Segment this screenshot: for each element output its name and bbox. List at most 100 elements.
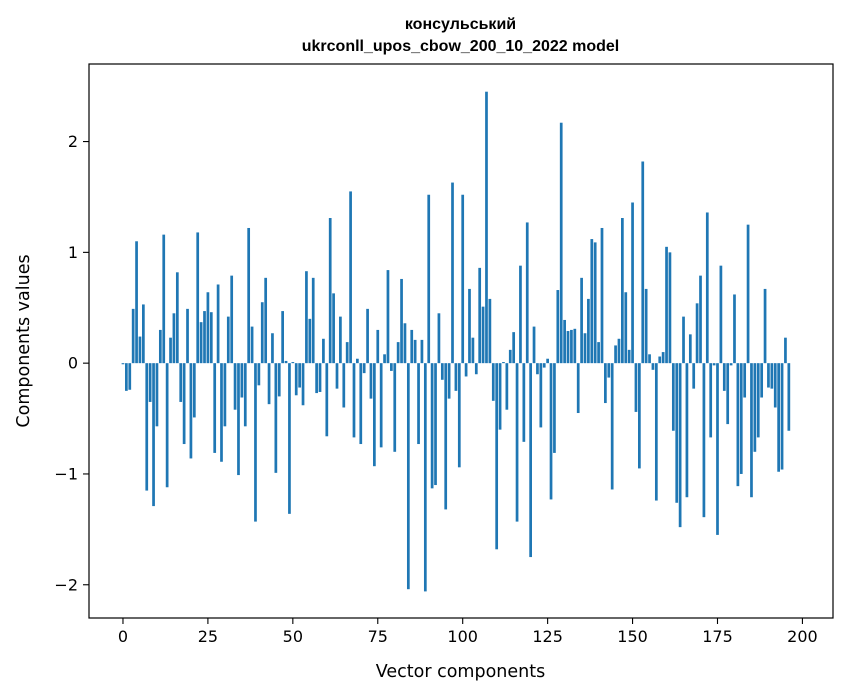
bar	[148, 363, 152, 402]
bar	[233, 363, 237, 410]
bar	[753, 363, 757, 452]
bar	[186, 308, 189, 364]
bar	[322, 338, 325, 364]
bar	[162, 234, 166, 364]
bar	[332, 293, 335, 364]
bar	[356, 358, 359, 364]
bar	[566, 331, 570, 364]
bar	[199, 322, 203, 364]
bar	[553, 363, 556, 453]
bar	[264, 277, 268, 364]
bar	[671, 363, 675, 431]
bar	[220, 363, 223, 462]
bar	[549, 363, 553, 500]
bar	[678, 363, 682, 528]
bar	[213, 363, 217, 453]
bar	[654, 363, 658, 501]
y-axis-ticks: −2 −1 0 1 2	[54, 132, 89, 594]
bar	[750, 363, 753, 498]
x-tick-label: 125	[532, 627, 563, 646]
bar	[196, 232, 200, 364]
bar	[373, 363, 376, 467]
bar	[444, 363, 448, 510]
bar	[641, 161, 645, 364]
bar	[485, 91, 488, 364]
bar	[349, 191, 352, 364]
bar	[226, 316, 230, 364]
bar	[250, 326, 254, 364]
x-tick-label: 175	[702, 627, 733, 646]
bar	[328, 218, 332, 364]
bar	[131, 308, 135, 364]
bar	[457, 363, 461, 468]
bar	[559, 122, 563, 364]
bar	[576, 363, 580, 414]
bar	[203, 311, 206, 364]
bar	[209, 312, 213, 364]
bar	[739, 363, 743, 474]
bar	[505, 363, 509, 410]
bar	[271, 333, 274, 364]
bar	[223, 363, 227, 427]
bar	[339, 316, 342, 364]
bar	[546, 358, 549, 364]
bar	[237, 363, 240, 476]
bar	[240, 363, 244, 398]
bars-group	[121, 91, 791, 592]
bar	[308, 318, 312, 364]
bar	[386, 270, 390, 364]
bar	[498, 363, 502, 430]
x-tick-label: 50	[283, 627, 303, 646]
bar	[447, 363, 451, 399]
bar	[179, 363, 183, 402]
bar	[230, 275, 234, 364]
bar	[502, 362, 505, 364]
bar	[695, 303, 699, 364]
bar	[784, 337, 787, 364]
bar	[787, 363, 791, 431]
y-tick-label: 1	[68, 243, 78, 262]
bar	[247, 227, 251, 364]
bar	[359, 363, 363, 445]
bar	[454, 363, 458, 391]
bar	[682, 316, 685, 364]
bar	[580, 277, 583, 364]
bar	[379, 363, 383, 448]
bar	[736, 363, 740, 487]
bar	[437, 313, 441, 364]
chart-title-line-1: консульський	[405, 16, 516, 33]
bar	[376, 329, 380, 364]
bar	[254, 363, 257, 522]
y-axis-label: Components values	[14, 254, 34, 427]
bar	[712, 363, 716, 366]
bar	[390, 363, 393, 371]
bar	[369, 363, 373, 399]
bar	[366, 308, 369, 364]
bar	[539, 363, 543, 428]
bar	[138, 336, 142, 364]
bar	[128, 363, 132, 390]
bar	[685, 363, 689, 498]
bar	[192, 363, 196, 418]
bar	[281, 311, 284, 364]
bar	[570, 329, 573, 364]
bar	[169, 337, 172, 364]
bar	[288, 363, 291, 514]
bar	[284, 360, 288, 364]
x-tick-label: 0	[118, 627, 128, 646]
bar	[760, 363, 764, 398]
bar	[593, 242, 597, 364]
y-tick-label: 0	[68, 354, 78, 373]
bar	[722, 363, 726, 391]
bar	[675, 363, 679, 503]
x-tick-label: 100	[447, 627, 478, 646]
bar	[638, 363, 641, 469]
bar	[597, 342, 600, 364]
bar	[260, 302, 264, 364]
bar	[668, 252, 672, 364]
bar	[342, 363, 346, 408]
bar	[573, 328, 577, 364]
bar	[699, 275, 702, 364]
bar	[519, 265, 522, 364]
bar	[614, 345, 617, 364]
